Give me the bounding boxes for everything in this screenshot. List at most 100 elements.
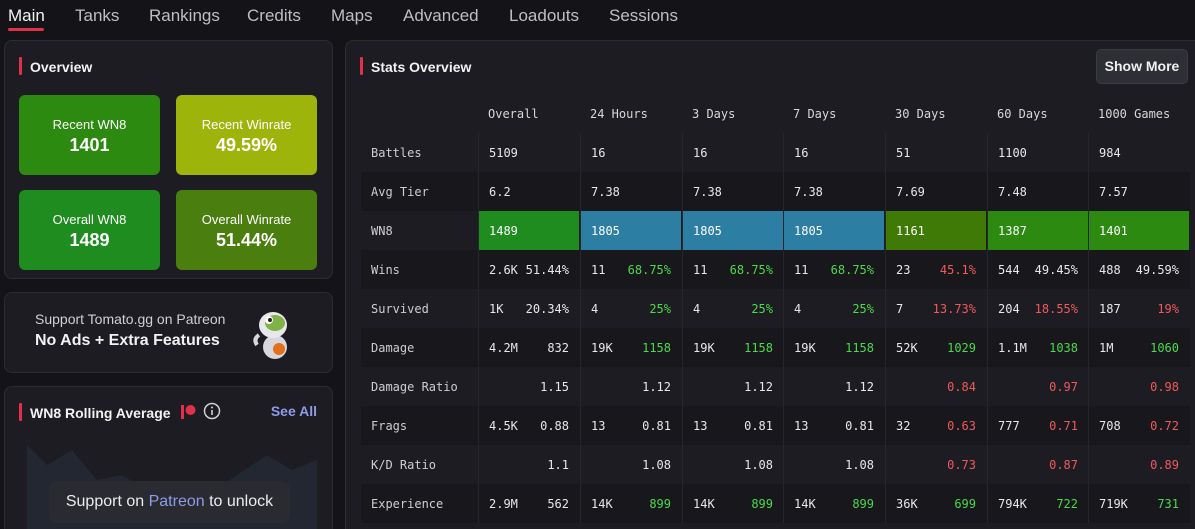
- cell-total: 7.38: [693, 185, 722, 199]
- table-cell: 1.12: [682, 367, 783, 406]
- cell-total: 11: [693, 263, 708, 277]
- table-cell: 4.5K 0.88: [478, 406, 579, 445]
- cell-total: 7.38: [591, 185, 620, 199]
- tab-credits[interactable]: Credits: [247, 6, 301, 25]
- table-cell: 1M 1060: [1088, 328, 1189, 367]
- table-cell: 7.48: [987, 172, 1088, 211]
- cell-total: 187: [1099, 302, 1121, 316]
- table-cell: 36K 699: [885, 484, 986, 523]
- cell-rate: 731: [1157, 497, 1179, 511]
- tab-rankings[interactable]: Rankings: [149, 6, 220, 25]
- tab-tanks[interactable]: Tanks: [75, 6, 120, 25]
- table-cell: 13 0.81: [580, 406, 681, 445]
- row-label: Damage: [371, 341, 415, 355]
- table-cell: 1.12: [783, 367, 884, 406]
- cell-total: 2.9M: [489, 497, 518, 511]
- cell-total: 4: [693, 302, 701, 316]
- table-cell: 984: [1088, 133, 1189, 172]
- table-cell: 11 68.75%: [783, 250, 884, 289]
- table-cell: 1100: [987, 133, 1088, 172]
- cell-value: 1489: [489, 224, 518, 238]
- title-accent: [360, 57, 363, 75]
- cell-total: 7.48: [998, 185, 1027, 199]
- show-more-button[interactable]: Show More: [1096, 49, 1188, 84]
- cell-total: 6.2: [489, 185, 511, 199]
- cell-total: 1100: [998, 146, 1027, 160]
- stats-overview-title: Stats Overview: [371, 59, 472, 75]
- unlock-overlay[interactable]: Support on Patreon to unlock: [49, 481, 290, 523]
- table-cell: 7.69: [885, 172, 986, 211]
- overview-title: Overview: [30, 59, 93, 75]
- cell-total: 13: [591, 419, 606, 433]
- cell-rate: 0.89: [1150, 458, 1179, 472]
- tile-label: Overall WN8: [52, 212, 127, 227]
- recent-wn8-tile: Recent WN8 1401: [19, 95, 160, 175]
- cell-value: 1805: [693, 224, 722, 238]
- table-cell: 488 49.59%: [1088, 250, 1189, 289]
- cell-total: 794K: [998, 497, 1027, 511]
- table-cell: 794K 722: [987, 484, 1088, 523]
- cell-rate: 49.59%: [1135, 263, 1179, 277]
- tab-main[interactable]: Main: [8, 6, 45, 25]
- cell-rate: 1158: [744, 341, 773, 355]
- tab-sessions[interactable]: Sessions: [609, 6, 678, 25]
- patreon-icon[interactable]: [180, 404, 196, 420]
- cell-total: 4: [591, 302, 599, 316]
- top-nav: Main Tanks Rankings Credits Maps Advance…: [0, 0, 1195, 36]
- tile-value: 1489: [69, 230, 110, 250]
- row-label: Damage Ratio: [371, 380, 458, 394]
- title-accent: [19, 57, 22, 75]
- table-cell: 14K 899: [682, 484, 783, 523]
- cell-rate: 68.75%: [830, 263, 874, 277]
- table-cell: 1161: [885, 211, 986, 250]
- cell-rate: 0.73: [947, 458, 976, 472]
- cell-rate: 562: [547, 497, 569, 511]
- cell-total: 544: [998, 263, 1020, 277]
- tab-advanced[interactable]: Advanced: [403, 6, 479, 25]
- cell-rate: 1.12: [642, 380, 671, 394]
- table-cell: 1.1M 1038: [987, 328, 1088, 367]
- see-all-link[interactable]: See All: [270, 403, 317, 419]
- table-cell: 1.1: [478, 445, 579, 484]
- tile-value: 1401: [69, 135, 110, 155]
- tab-loadouts[interactable]: Loadouts: [509, 6, 579, 25]
- cell-total: 7: [896, 302, 904, 316]
- cell-rate: 13.73%: [932, 302, 976, 316]
- patreon-link[interactable]: Patreon: [148, 493, 205, 510]
- cell-total: 1M: [1099, 341, 1114, 355]
- cell-rate: 20.34%: [525, 302, 569, 316]
- cell-total: 11: [591, 263, 606, 277]
- cell-total: 7.57: [1099, 185, 1128, 199]
- cell-total: 19K: [693, 341, 715, 355]
- cell-rate: 1029: [947, 341, 976, 355]
- table-row: Avg Tier 6.2 7.38 7.38 7.38 7.69 7.48 7.57: [361, 172, 1190, 211]
- table-cell: 32 0.63: [885, 406, 986, 445]
- patreon-tagline: Support Tomato.gg on Patreon: [35, 311, 226, 327]
- table-cell: 4 25%: [682, 289, 783, 328]
- table-cell: 5109: [478, 133, 579, 172]
- cell-total: 52K: [896, 341, 918, 355]
- cell-value: 1805: [794, 224, 823, 238]
- overall-winrate-tile: Overall Winrate 51.44%: [176, 190, 317, 270]
- cell-total: 32: [896, 419, 911, 433]
- table-cell: 0.97: [987, 367, 1088, 406]
- cell-value: 1805: [591, 224, 620, 238]
- unlock-text-suffix: to unlock: [204, 493, 274, 510]
- cell-total: 13: [693, 419, 708, 433]
- cell-rate: 0.88: [540, 419, 569, 433]
- cell-rate: 899: [852, 497, 874, 511]
- info-icon[interactable]: [203, 402, 221, 420]
- table-cell: 708 0.72: [1088, 406, 1189, 445]
- table-row: WN8 1489 1805 1805 1805 1161 1387 1401: [361, 211, 1190, 250]
- table-cell: 11 68.75%: [682, 250, 783, 289]
- table-cell: 14K 899: [783, 484, 884, 523]
- tab-maps[interactable]: Maps: [331, 6, 373, 25]
- patreon-banner[interactable]: Support Tomato.gg on Patreon No Ads + Ex…: [4, 292, 333, 373]
- table-cell: 204 18.55%: [987, 289, 1088, 328]
- cell-rate: 0.81: [744, 419, 773, 433]
- cell-total: 14K: [693, 497, 715, 511]
- cell-total: 16: [693, 146, 708, 160]
- table-cell: 777 0.71: [987, 406, 1088, 445]
- cell-total: 13: [794, 419, 809, 433]
- table-cell: 13 0.81: [783, 406, 884, 445]
